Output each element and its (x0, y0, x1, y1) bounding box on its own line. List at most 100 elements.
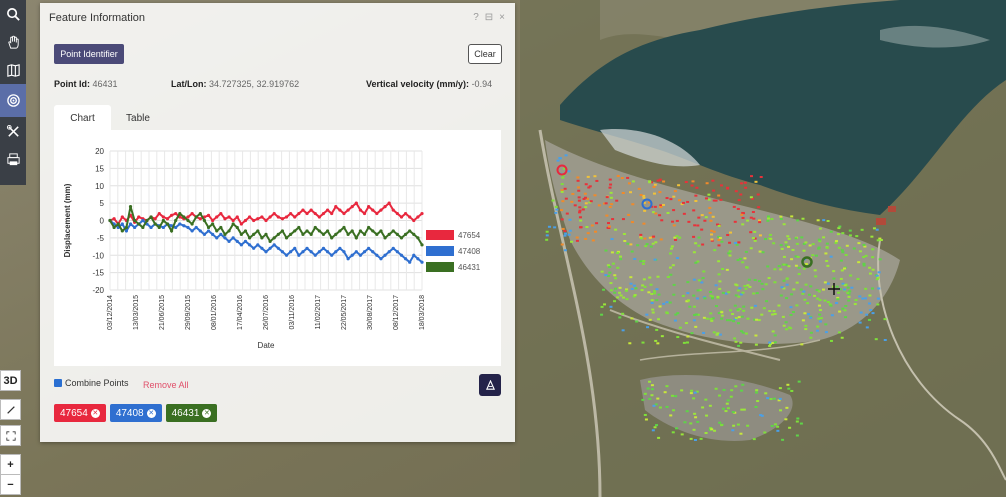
displacement-point[interactable] (849, 274, 853, 277)
displacement-point[interactable] (787, 265, 791, 268)
displacement-point[interactable] (648, 276, 652, 279)
displacement-point[interactable] (801, 217, 805, 220)
series-point-47408[interactable] (338, 246, 342, 250)
displacement-point[interactable] (825, 246, 829, 249)
series-point-46431[interactable] (231, 222, 235, 226)
displacement-point[interactable] (673, 319, 677, 322)
displacement-point[interactable] (845, 244, 849, 247)
series-point-46431[interactable] (190, 222, 194, 226)
displacement-point[interactable] (618, 291, 622, 294)
series-point-47654[interactable] (264, 218, 268, 223)
displacement-point[interactable] (593, 194, 597, 197)
displacement-point[interactable] (582, 197, 586, 200)
displacement-point[interactable] (742, 408, 746, 411)
displacement-point[interactable] (731, 313, 735, 316)
displacement-point[interactable] (626, 242, 630, 245)
displacement-point[interactable] (770, 424, 774, 427)
series-point-47408[interactable] (379, 257, 383, 261)
displacement-point[interactable] (809, 336, 813, 339)
displacement-point[interactable] (628, 342, 632, 345)
displacement-point[interactable] (796, 255, 800, 258)
series-point-46431[interactable] (145, 218, 149, 223)
displacement-point[interactable] (666, 211, 670, 214)
displacement-point[interactable] (852, 247, 856, 250)
displacement-point[interactable] (707, 198, 711, 201)
displacement-point[interactable] (547, 225, 551, 228)
tab-table[interactable]: Table (126, 112, 150, 124)
series-point-46431[interactable] (247, 236, 252, 240)
displacement-point[interactable] (678, 326, 682, 329)
displacement-point[interactable] (581, 208, 585, 211)
displacement-point[interactable] (709, 219, 713, 222)
series-point-46431[interactable] (412, 232, 416, 236)
displacement-point[interactable] (731, 411, 735, 414)
displacement-point[interactable] (794, 255, 798, 258)
displacement-point[interactable] (672, 209, 676, 212)
displacement-point[interactable] (633, 294, 637, 297)
displacement-point[interactable] (672, 283, 676, 286)
series-point-47654[interactable] (371, 208, 375, 212)
displacement-point[interactable] (740, 330, 744, 333)
displacement-point[interactable] (621, 312, 625, 315)
displacement-point[interactable] (751, 237, 755, 240)
displacement-point[interactable] (584, 183, 588, 186)
series-point-46431[interactable] (375, 232, 379, 236)
displacement-point[interactable] (791, 311, 795, 314)
displacement-point[interactable] (846, 286, 850, 289)
displacement-point[interactable] (758, 221, 762, 224)
displacement-point[interactable] (768, 310, 772, 313)
displacement-point[interactable] (747, 278, 751, 281)
displacement-point[interactable] (573, 204, 577, 207)
series-point-47408[interactable] (276, 246, 280, 250)
displacement-point[interactable] (685, 341, 689, 344)
displacement-point[interactable] (665, 197, 669, 200)
series-point-47408[interactable] (256, 243, 260, 247)
displacement-point[interactable] (616, 296, 620, 299)
displacement-point[interactable] (789, 327, 793, 330)
displacement-point[interactable] (737, 199, 741, 202)
series-point-46431[interactable] (362, 232, 367, 236)
series-point-47408[interactable] (239, 243, 243, 247)
displacement-point[interactable] (743, 257, 747, 260)
displacement-point[interactable] (722, 388, 726, 391)
displacement-point[interactable] (571, 192, 575, 195)
displacement-point[interactable] (755, 389, 759, 392)
series-point-47654[interactable] (416, 215, 420, 219)
displacement-point[interactable] (736, 423, 740, 426)
displacement-point[interactable] (575, 236, 579, 239)
displacement-point[interactable] (621, 191, 625, 194)
window-icon[interactable]: ⊟ (484, 12, 494, 23)
displacement-point[interactable] (708, 290, 712, 293)
displacement-point[interactable] (558, 157, 562, 160)
displacement-point[interactable] (697, 236, 701, 239)
displacement-point[interactable] (609, 196, 613, 199)
series-point-46431[interactable] (182, 215, 186, 219)
displacement-point[interactable] (680, 389, 684, 392)
displacement-point[interactable] (726, 399, 730, 402)
displacement-point[interactable] (848, 229, 852, 232)
displacement-point[interactable] (817, 304, 821, 307)
tab-chart[interactable]: Chart (54, 105, 111, 131)
displacement-point[interactable] (627, 182, 631, 185)
displacement-point[interactable] (672, 224, 676, 227)
series-point-47408[interactable] (227, 239, 231, 243)
displacement-point[interactable] (554, 205, 558, 208)
displacement-point[interactable] (746, 284, 750, 287)
displacement-point[interactable] (818, 309, 822, 312)
displacement-point[interactable] (802, 290, 806, 293)
displacement-point[interactable] (694, 242, 698, 245)
displacement-point[interactable] (560, 189, 564, 192)
displacement-point[interactable] (750, 306, 754, 309)
displacement-point[interactable] (804, 263, 808, 266)
tools-icon[interactable] (0, 117, 26, 145)
displacement-point[interactable] (583, 196, 587, 199)
displacement-point[interactable] (692, 251, 696, 254)
series-point-46431[interactable] (301, 232, 305, 236)
displacement-point[interactable] (762, 307, 766, 310)
displacement-point[interactable] (760, 414, 764, 417)
displacement-point[interactable] (862, 255, 866, 258)
displacement-point[interactable] (673, 236, 677, 239)
series-point-47654[interactable] (186, 215, 190, 219)
displacement-point[interactable] (658, 406, 662, 409)
series-point-46431[interactable] (297, 225, 301, 230)
